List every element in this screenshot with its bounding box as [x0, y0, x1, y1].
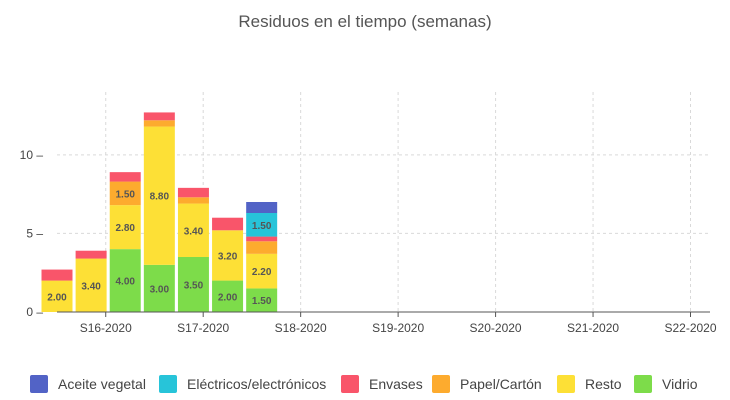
- bar-segment-vidrio: [246, 288, 278, 312]
- legend-swatch: [159, 375, 177, 393]
- data-label: 2.80: [115, 223, 135, 234]
- bar-segment-aceite-vegetal: [246, 202, 278, 213]
- bar-segment-el-ctricos-electr-nicos: [246, 213, 278, 237]
- x-tick-label: S22-2020: [664, 321, 716, 335]
- data-label: 2.00: [47, 292, 67, 303]
- data-label: 8.80: [150, 192, 170, 203]
- axis-layer: 0 – 5 – 10 – S16-2020 S17-2020 S18-2020 S19-20…: [20, 148, 717, 335]
- legend-label: Envases: [369, 376, 423, 392]
- x-tick-label: S18-2020: [275, 321, 327, 335]
- bar-layer: 2.00 3.40 4.00 2.80 1.50 3.00 8.80 3.50 3.40 2.00…: [41, 112, 278, 312]
- legend-item-envases[interactable]: Envases: [341, 372, 423, 396]
- legend-item-vidrio[interactable]: Vidrio: [634, 372, 698, 396]
- y-tick-label: 0 –: [26, 305, 43, 319]
- legend-swatch: [557, 375, 575, 393]
- data-label: 3.40: [184, 226, 204, 237]
- bar-segment-vidrio: [143, 264, 175, 312]
- data-label: 1.50: [252, 296, 272, 307]
- bar-segment-papel-cart-n: [177, 197, 209, 204]
- bar-segment-resto: [143, 126, 175, 265]
- x-tick-label: S16-2020: [80, 321, 132, 335]
- data-label: 4.00: [115, 277, 135, 288]
- bar-segment-envases: [75, 250, 107, 259]
- x-tick-label: S20-2020: [470, 321, 522, 335]
- bar-segment-papel-cart-n: [143, 120, 175, 127]
- legend-item-aceite-vegetal[interactable]: Aceite vegetal: [30, 372, 146, 396]
- legend-item-papel-carton[interactable]: Papel/Cartón: [432, 372, 542, 396]
- bar-segment-papel-cart-n: [246, 241, 278, 254]
- bar-segment-envases: [177, 187, 209, 198]
- chart-plot-area: 2.00 3.40 4.00 2.80 1.50 3.00 8.80 3.50 3.40 2.00…: [20, 92, 717, 335]
- bar-segment-vidrio: [177, 257, 209, 312]
- legend-label: Vidrio: [662, 376, 698, 392]
- legend-label: Papel/Cartón: [460, 376, 542, 392]
- x-tick-label: S19-2020: [372, 321, 424, 335]
- chart-title: Residuos en el tiempo (semanas): [238, 12, 492, 31]
- data-label: 1.50: [252, 221, 272, 232]
- legend-label: Eléctricos/electrónicos: [187, 376, 327, 392]
- legend-swatch: [634, 375, 652, 393]
- bar-segment-envases: [41, 269, 73, 281]
- legend-label: Resto: [585, 376, 622, 392]
- bar-segment-envases: [246, 236, 278, 242]
- bar-segment-resto: [212, 230, 244, 281]
- data-label: 3.50: [184, 281, 204, 292]
- data-label: 3.20: [218, 251, 238, 262]
- data-label: 3.40: [81, 281, 101, 292]
- bar-segment-envases: [109, 172, 141, 182]
- data-label: 2.20: [252, 267, 272, 278]
- bar-segment-resto: [246, 253, 278, 289]
- bar-segment-envases: [143, 112, 175, 121]
- bar-segment-resto: [75, 258, 107, 312]
- legend-label: Aceite vegetal: [58, 376, 146, 392]
- legend-item-resto[interactable]: Resto: [557, 372, 622, 396]
- x-tick-label: S21-2020: [567, 321, 619, 335]
- x-tick-label: S17-2020: [177, 321, 229, 335]
- legend: Aceite vegetal Eléctricos/electrónicos E…: [0, 372, 730, 396]
- legend-item-electricos[interactable]: Eléctricos/electrónicos: [159, 372, 326, 396]
- data-label: 1.50: [115, 189, 135, 200]
- data-label: 2.00: [218, 292, 238, 303]
- legend-swatch: [341, 375, 359, 393]
- bar-segment-papel-cart-n: [109, 181, 141, 206]
- data-label: 3.00: [150, 284, 170, 295]
- bar-segment-vidrio: [109, 249, 141, 312]
- bar-segment-vidrio: [212, 280, 244, 312]
- bar-segment-envases: [212, 217, 244, 231]
- bar-segment-resto: [109, 205, 141, 250]
- y-tick-label: 10 –: [20, 148, 44, 162]
- bar-segment-resto: [177, 203, 209, 257]
- y-tick-label: 5 –: [26, 226, 43, 240]
- legend-swatch: [30, 375, 48, 393]
- bar-segment-resto: [41, 280, 73, 312]
- legend-swatch: [432, 375, 450, 393]
